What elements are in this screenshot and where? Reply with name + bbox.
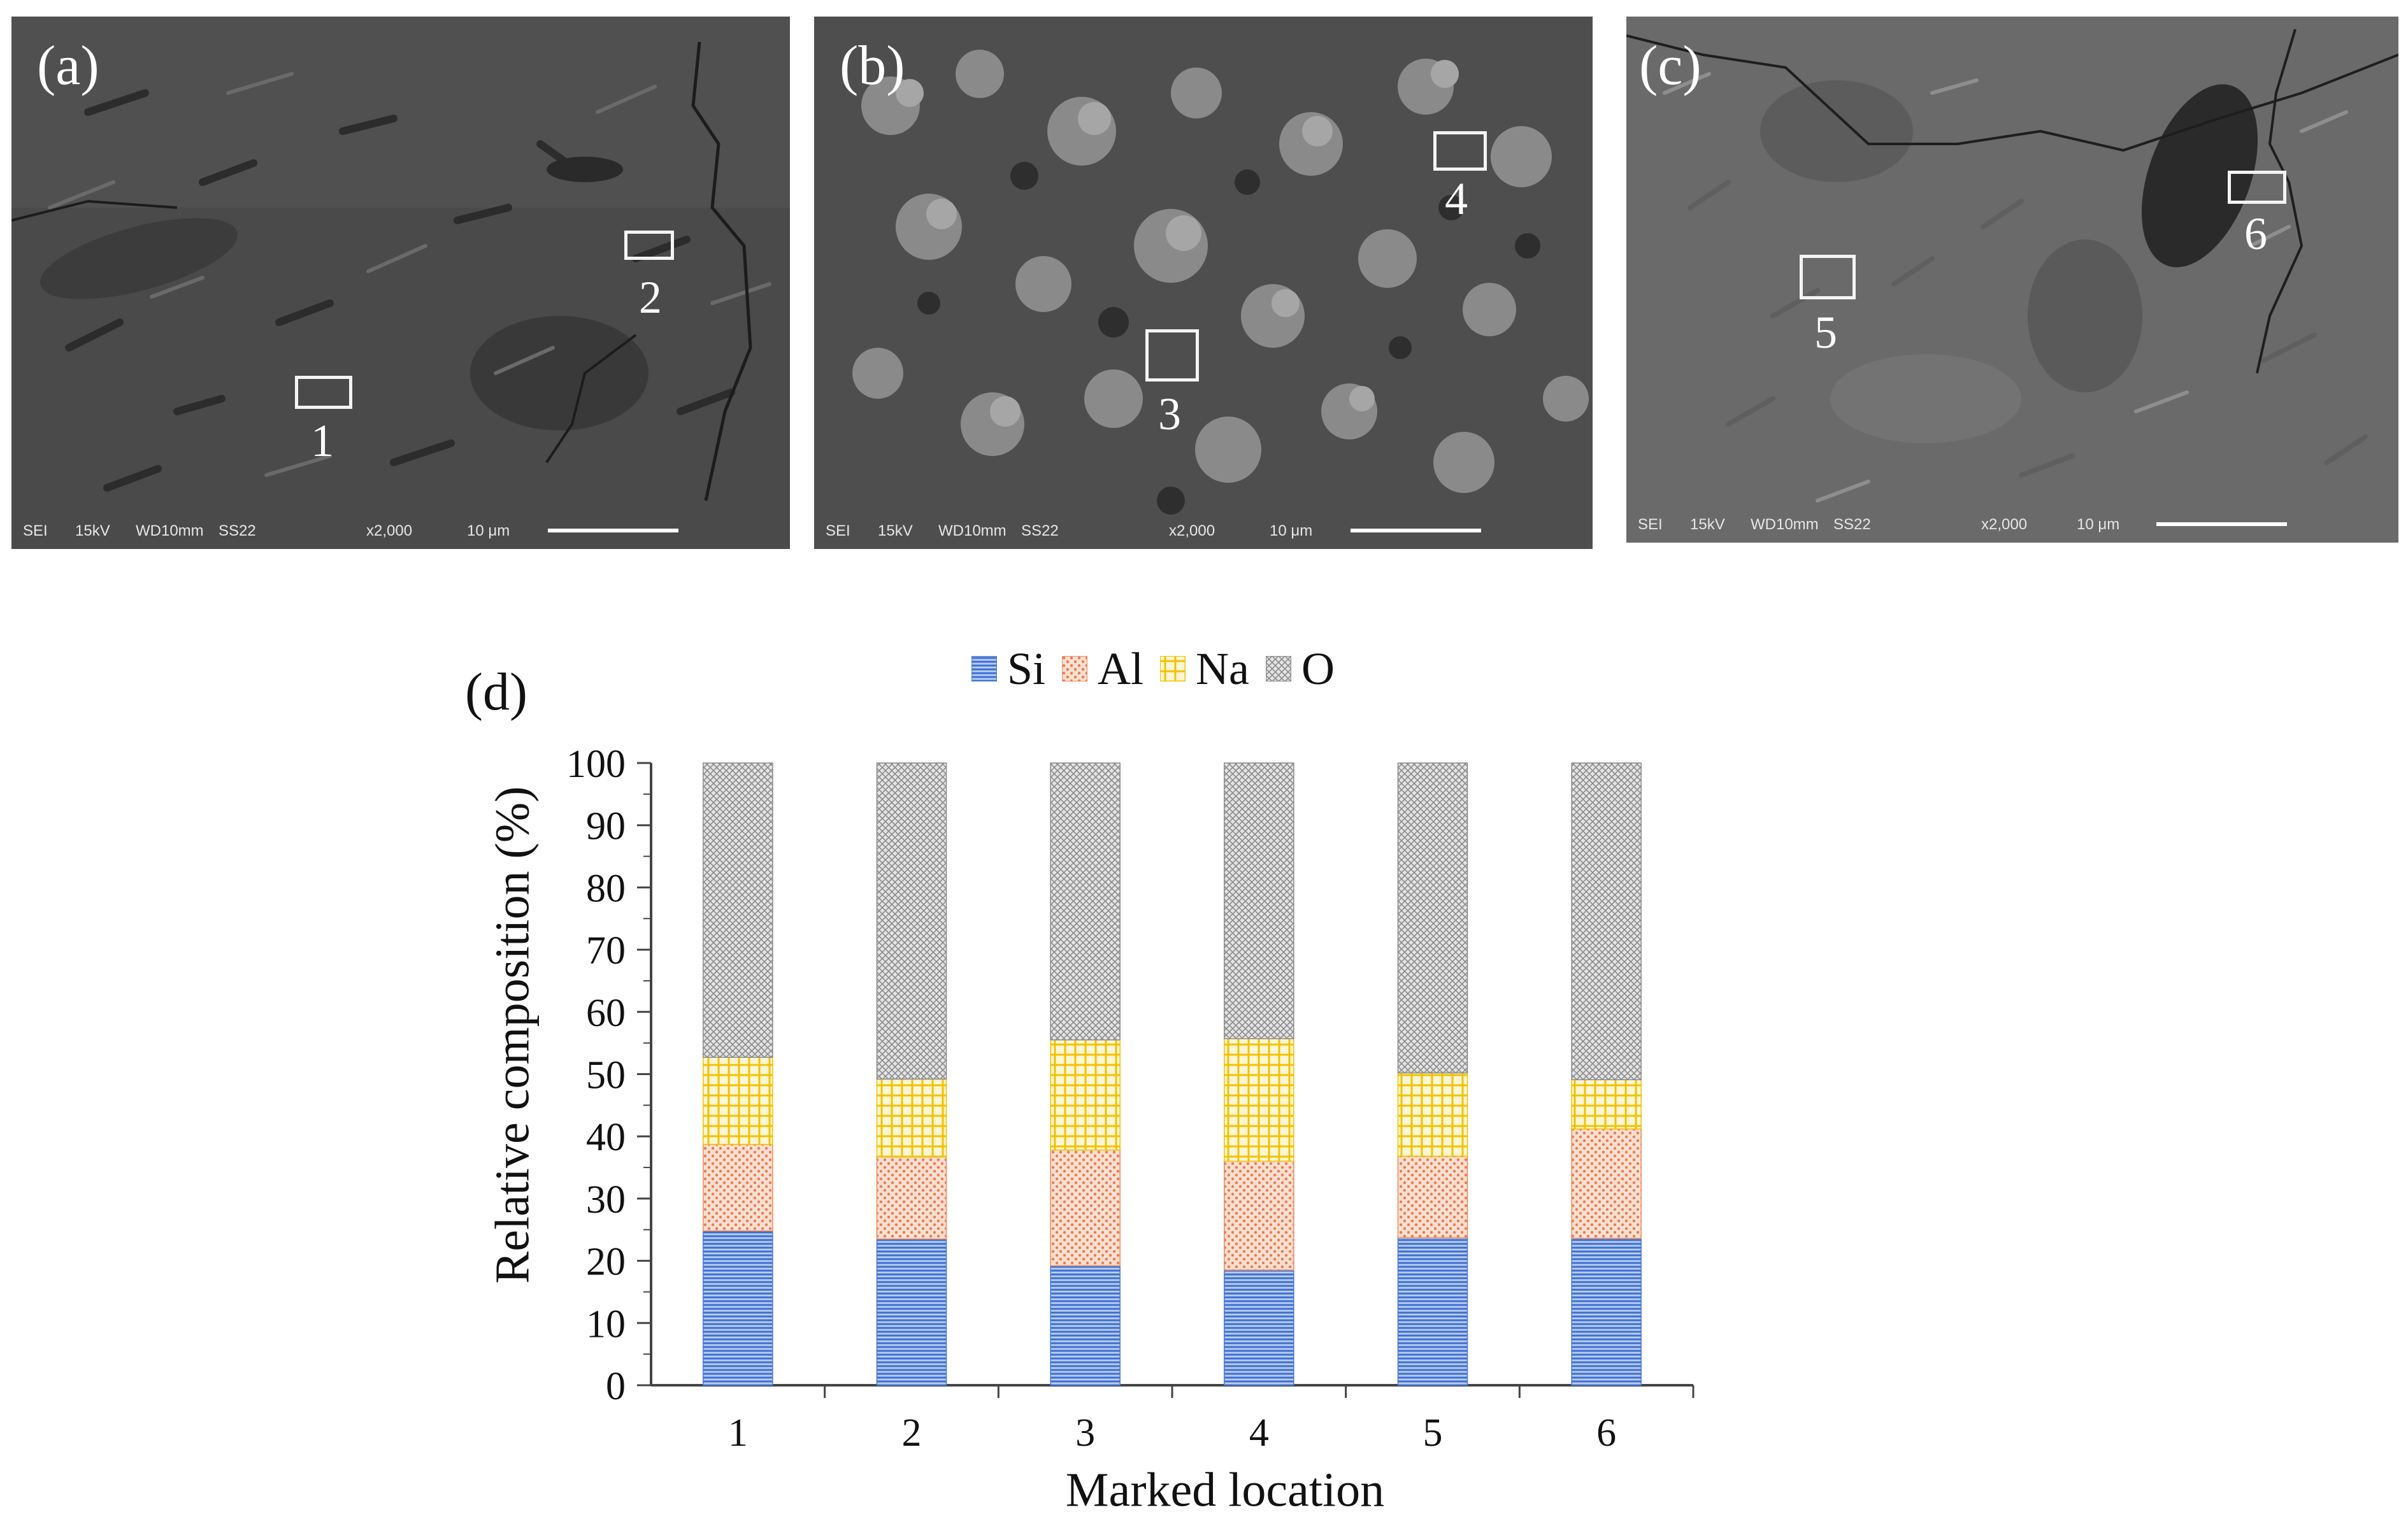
marker-label-2: 2 <box>639 272 662 323</box>
sem-image-c <box>1626 17 2398 543</box>
bar-segment-si-4 <box>1224 1269 1294 1386</box>
legend-swatch-o <box>1266 656 1291 681</box>
panel-label-a: (a) <box>37 35 99 97</box>
x-tick-label: 1 <box>728 1411 748 1455</box>
legend-swatch-al <box>1062 656 1088 681</box>
marker-box-5 <box>1800 255 1856 299</box>
marker-label-6: 6 <box>2244 208 2267 259</box>
marker-label-5: 5 <box>1814 307 1837 358</box>
sem-scale-bar-c <box>2156 522 2287 526</box>
sem-scale-bar-a <box>548 529 678 532</box>
legend-item-o: O <box>1266 643 1335 695</box>
bar-segment-si-2 <box>876 1238 947 1386</box>
x-tick-label: 4 <box>1249 1411 1269 1455</box>
legend-label-si: Si <box>1007 643 1046 694</box>
bar-segment-na-4 <box>1224 1038 1294 1162</box>
bar-segment-si-6 <box>1571 1237 1642 1386</box>
bar-segment-si-5 <box>1397 1237 1468 1386</box>
bar-segment-al-1 <box>703 1144 773 1232</box>
x-tick-label: 2 <box>902 1411 922 1455</box>
x-axis-title: Marked location <box>1065 1463 1385 1517</box>
legend-swatch-na <box>1160 656 1186 681</box>
bar-segment-o-3 <box>1050 762 1121 1041</box>
bar-segment-o-6 <box>1571 762 1642 1081</box>
chart-panel-label: (d) <box>465 662 527 722</box>
marker-label-1: 1 <box>311 415 334 466</box>
y-tick-label: 30 <box>586 1178 626 1222</box>
marker-box-3 <box>1145 329 1199 382</box>
y-axis-title: Relative composition (%) <box>485 786 540 1284</box>
panel-label-b: (b) <box>840 35 905 97</box>
y-tick-label: 10 <box>586 1302 626 1346</box>
bar-segment-na-1 <box>703 1057 773 1145</box>
bar-segment-na-3 <box>1050 1039 1121 1151</box>
sem-scale-bar-b <box>1351 529 1481 532</box>
y-tick-label: 20 <box>586 1241 626 1284</box>
y-tick-label: 0 <box>606 1365 626 1408</box>
sem-panel-a: (a) 1 2 SEI 15kV WD10mm SS22 x2,000 10 μ… <box>11 17 790 549</box>
legend-label-na: Na <box>1196 643 1249 694</box>
panel-label-c: (c) <box>1639 35 1702 97</box>
legend-label-al: Al <box>1098 643 1144 694</box>
legend-label-o: O <box>1301 643 1335 694</box>
bar-segment-si-3 <box>1050 1265 1121 1386</box>
marker-box-1 <box>295 376 352 409</box>
bar-segment-o-2 <box>876 762 947 1080</box>
bar-segment-al-2 <box>876 1156 947 1240</box>
y-tick-label: 100 <box>566 743 626 786</box>
y-tick-label: 90 <box>586 805 626 848</box>
bar-segment-na-6 <box>1571 1079 1642 1130</box>
bar-segment-al-6 <box>1571 1128 1642 1239</box>
chart-bars <box>703 762 1642 1386</box>
sem-panel-b: (b) 3 4 SEI 15kV WD10mm SS22 x2,000 10 μ… <box>814 17 1593 549</box>
legend-swatch-si <box>971 656 997 681</box>
marker-box-6 <box>2228 171 2286 204</box>
sem-image-b <box>814 17 1593 549</box>
x-tick-label: 6 <box>1596 1411 1616 1455</box>
sem-panel-c: (c) 5 6 SEI 15kV WD10mm SS22 x2,000 10 μ… <box>1626 17 2398 543</box>
y-tick-label: 50 <box>586 1054 626 1097</box>
bar-segment-al-3 <box>1050 1149 1121 1267</box>
sem-image-a <box>11 17 790 549</box>
bar-segment-al-5 <box>1397 1155 1468 1239</box>
chart-legend: Si Al Na O <box>971 643 1335 694</box>
chart-tick-labels: 0 10 20 30 40 50 60 70 80 90 100 1 2 3 4 5 6 <box>566 743 1616 1455</box>
bar-segment-na-2 <box>876 1078 947 1158</box>
marker-box-2 <box>624 231 674 260</box>
bar-segment-o-4 <box>1224 762 1294 1039</box>
marker-label-3: 3 <box>1158 389 1181 439</box>
bar-segment-na-5 <box>1397 1072 1468 1157</box>
bar-segment-o-5 <box>1397 762 1468 1074</box>
chart-axes <box>637 762 1695 1398</box>
bar-segment-o-1 <box>703 762 773 1058</box>
y-tick-label: 80 <box>586 867 626 910</box>
bar-segment-al-4 <box>1224 1160 1294 1271</box>
bar-segment-si-1 <box>703 1230 773 1386</box>
y-tick-label: 70 <box>586 929 626 973</box>
legend-item-na: Na <box>1160 643 1249 695</box>
legend-item-al: Al <box>1062 643 1143 695</box>
y-tick-label: 40 <box>586 1116 626 1159</box>
x-tick-label: 5 <box>1423 1411 1443 1455</box>
y-tick-label: 60 <box>586 992 626 1035</box>
marker-box-4 <box>1433 131 1487 171</box>
marker-label-4: 4 <box>1445 173 1468 224</box>
x-tick-label: 3 <box>1075 1411 1095 1455</box>
legend-item-si: Si <box>971 643 1045 695</box>
